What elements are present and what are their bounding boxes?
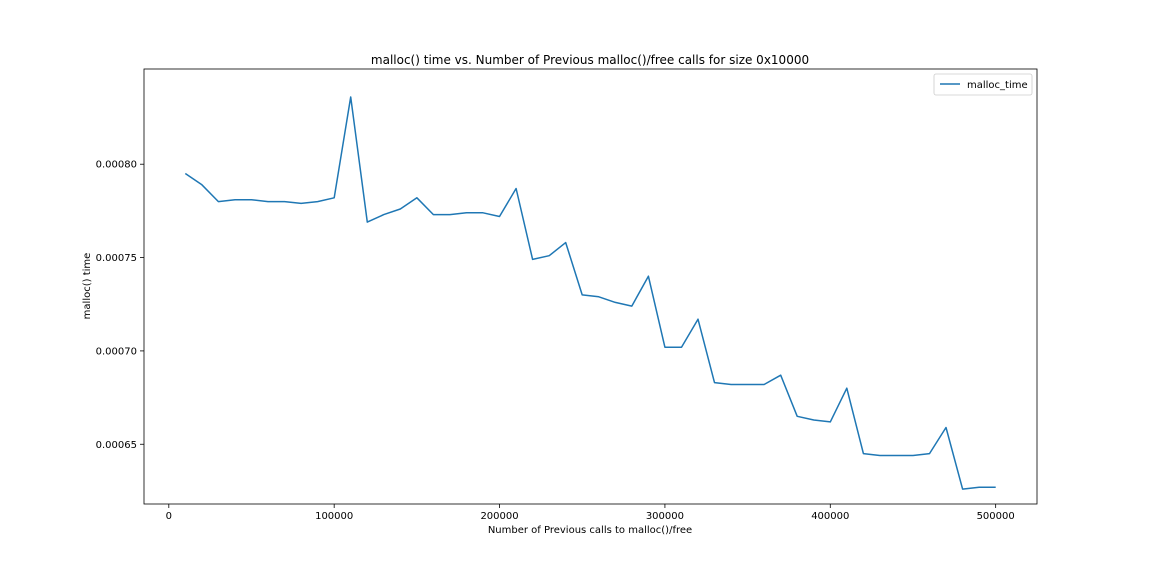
y-tick-label: 0.00075 — [96, 253, 137, 264]
y-tick-label: 0.00065 — [96, 440, 137, 451]
x-axis: 0 100000 200000 300000 400000 500000 — [166, 504, 1015, 522]
y-tick-label: 0.00070 — [96, 346, 137, 357]
plot-frame — [143, 68, 1038, 505]
y-tick-label: 0.00080 — [96, 160, 137, 171]
chart-title: malloc() time vs. Number of Previous mal… — [371, 53, 809, 67]
x-tick-label: 200000 — [480, 511, 518, 522]
x-tick-label: 100000 — [315, 511, 353, 522]
y-axis-label: malloc() time — [82, 253, 93, 320]
y-axis: 0.00065 0.00070 0.00075 0.00080 — [96, 160, 144, 451]
x-tick-label: 500000 — [977, 511, 1015, 522]
x-tick-label: 300000 — [646, 511, 684, 522]
x-axis-label: Number of Previous calls to malloc()/fre… — [488, 525, 692, 536]
legend: malloc_time — [933, 73, 1033, 96]
series-line-malloc-time — [184, 96, 996, 490]
legend-label-malloc-time: malloc_time — [967, 80, 1028, 91]
x-tick-label: 400000 — [811, 511, 849, 522]
legend-box — [933, 73, 1033, 96]
x-tick-label: 0 — [166, 511, 172, 522]
